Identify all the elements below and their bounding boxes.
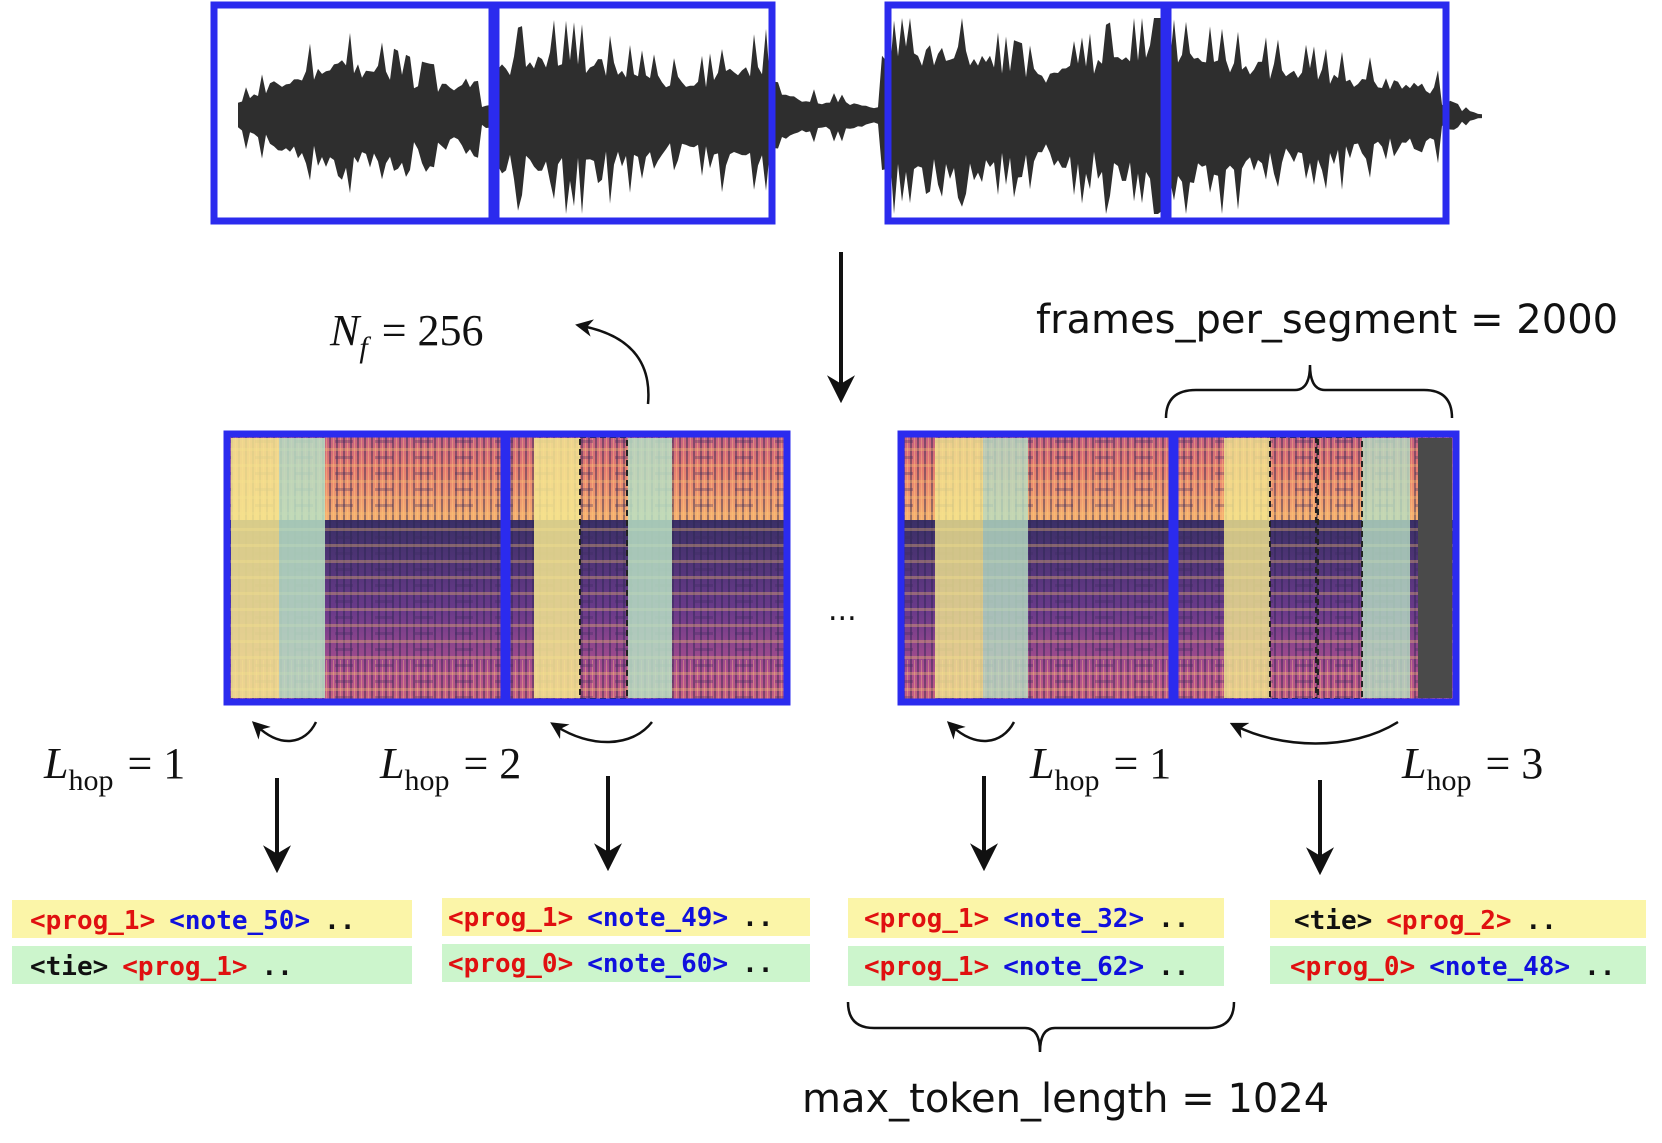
token: <note_49> <box>587 903 728 933</box>
token: .. <box>1158 904 1189 934</box>
tie-overlay-yellow-1 <box>231 438 279 698</box>
token: .. <box>1158 952 1189 982</box>
frames-per-segment-label: frames_per_segment = 2000 <box>1036 297 1618 343</box>
tie-overlay-green-4 <box>1362 438 1410 698</box>
svg-text:<prog_1><note_32>..: <prog_1> <note_32>.. <box>864 904 1189 934</box>
token: <note_32> <box>1003 904 1144 934</box>
hop-label-1: Lhop = 1 <box>43 739 185 797</box>
token: <prog_1> <box>448 903 573 933</box>
spectrogram-segment-box-4 <box>1168 430 1460 706</box>
token: <note_62> <box>1003 952 1144 982</box>
token: .. <box>324 906 355 936</box>
tie-overlay-yellow-2 <box>534 438 580 698</box>
max-token-length-label: max_token_length = 1024 <box>802 1076 1329 1122</box>
token: <note_50> <box>169 906 310 936</box>
hop-curve-arrow-3 <box>946 721 1016 743</box>
hop-label-3: Lhop = 1 <box>1029 739 1171 797</box>
token-group-1: <prog_1> <note_50>.. <tie> <prog_1>.. <box>12 900 412 984</box>
waveform <box>238 18 1482 214</box>
max-token-length-brace <box>846 1001 1236 1053</box>
spectrogram-right <box>897 430 1460 706</box>
token: <prog_1> <box>864 904 989 934</box>
svg-text:<tie><prog_1>..: <tie> <prog_1>.. <box>30 952 293 982</box>
token: .. <box>1526 906 1557 936</box>
svg-text:<prog_0><note_60>..: <prog_0> <note_60>.. <box>448 949 773 979</box>
hop-label-4: Lhop = 3 <box>1401 739 1543 797</box>
nf-label: Nf = 256 <box>329 306 484 364</box>
svg-text:<tie><prog_2>..: <tie> <prog_2>.. <box>1294 906 1557 936</box>
svg-text:<prog_0><note_48>..: <prog_0> <note_48>.. <box>1290 952 1615 982</box>
svg-text:<prog_1><note_49>..: <prog_1> <note_49>.. <box>448 903 773 933</box>
token: <prog_1> <box>30 906 155 936</box>
token: .. <box>262 952 293 982</box>
spectrogram-segment-box-2 <box>500 430 791 706</box>
token-group-4: <tie> <prog_2>.. <prog_0> <note_48>.. <box>1270 900 1646 984</box>
token: <prog_0> <box>1290 952 1415 982</box>
tie-overlay-yellow-3 <box>935 438 983 698</box>
tie-overlay-green-3 <box>983 438 1028 698</box>
audio-segment-box-4 <box>1160 1 1450 225</box>
token-group-2: <prog_1> <note_49>.. <prog_0> <note_60>.. <box>442 898 810 982</box>
tie-overlay-green-1 <box>279 438 325 698</box>
silent-region <box>1418 438 1452 698</box>
token-group-3: <prog_1> <note_32>.. <prog_1> <note_62>.. <box>848 898 1224 986</box>
token: .. <box>742 903 773 933</box>
nf-curved-arrow <box>575 319 650 405</box>
token: <prog_1> <box>122 952 247 982</box>
hop-curve-arrow-2 <box>550 721 653 744</box>
token: <tie> <box>1294 906 1372 936</box>
token: <prog_1> <box>864 952 989 982</box>
tie-overlay-green-2 <box>628 438 672 698</box>
hop-curve-arrow-4 <box>1229 720 1399 745</box>
ellipsis: ... <box>828 593 857 628</box>
frames-per-segment-brace <box>1164 364 1454 419</box>
spectrogram-left <box>223 430 791 706</box>
waveform-group <box>210 1 1482 225</box>
audio-segment-box-3 <box>884 1 1172 225</box>
tie-overlay-yellow-4 <box>1224 438 1270 698</box>
token: <prog_2> <box>1386 906 1511 936</box>
hop-label-2: Lhop = 2 <box>379 739 521 797</box>
token: <note_60> <box>587 949 728 979</box>
token: <prog_0> <box>448 949 573 979</box>
token: <note_48> <box>1429 952 1570 982</box>
token: .. <box>1584 952 1615 982</box>
audio-segment-box-1 <box>210 1 500 225</box>
hop-curve-arrow-1 <box>251 721 318 743</box>
token: .. <box>742 949 773 979</box>
svg-text:<prog_1><note_50>..: <prog_1> <note_50>.. <box>30 906 355 936</box>
token: <tie> <box>30 952 108 982</box>
svg-text:<prog_1><note_62>..: <prog_1> <note_62>.. <box>864 952 1189 982</box>
audio-segment-box-2 <box>488 1 776 225</box>
